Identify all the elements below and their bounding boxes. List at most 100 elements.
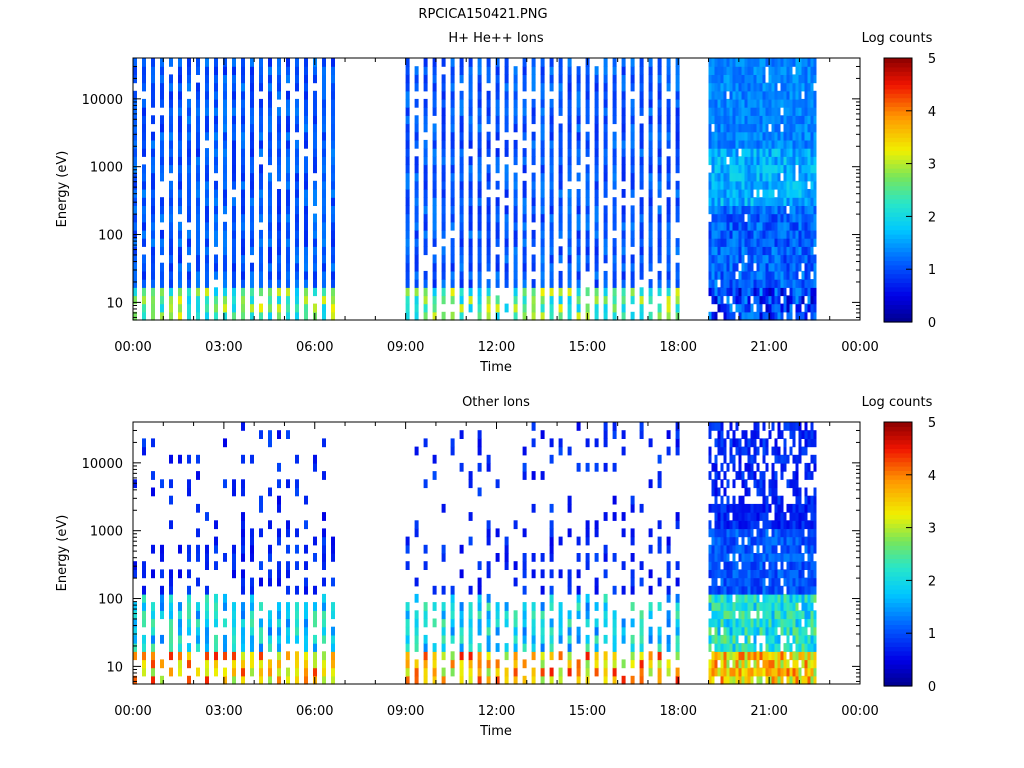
spectrogram-cell (423, 66, 428, 75)
spectrogram-cell (780, 544, 784, 554)
spectrogram-cell (495, 74, 500, 84)
spectrogram-cell (720, 593, 724, 603)
spectrogram-cell (133, 148, 137, 157)
spectrogram-cell (744, 618, 748, 628)
spectrogram-cell (765, 626, 769, 636)
spectrogram-cell (169, 139, 173, 149)
spectrogram-cell (732, 164, 736, 174)
spectrogram-cell (331, 139, 335, 149)
x-tick-label: 21:00 (750, 704, 787, 719)
spectrogram-cell (259, 74, 263, 84)
spectrogram-cell (771, 651, 775, 661)
spectrogram-cell (594, 438, 599, 448)
spectrogram-cell (747, 585, 751, 595)
spectrogram-cell (675, 422, 680, 431)
y-axis-label: Energy (eV) (55, 151, 70, 228)
spectrogram-cell (771, 544, 775, 554)
spectrogram-cell (459, 634, 464, 644)
spectrogram-cell (804, 123, 808, 133)
spectrogram-cell (798, 618, 802, 628)
spectrogram-cell (807, 643, 811, 652)
spectrogram-cell (522, 618, 527, 628)
spectrogram-cell (567, 189, 572, 198)
spectrogram-cell (675, 311, 680, 321)
spectrogram-cell (621, 221, 626, 231)
spectrogram-cell (813, 495, 817, 505)
spectrogram-cell (735, 139, 739, 149)
spectrogram-cell (771, 602, 775, 611)
spectrogram-cell (729, 626, 733, 636)
spectrogram-cell (780, 659, 784, 669)
spectrogram-cell (414, 626, 419, 636)
spectrogram-cell (594, 139, 599, 149)
spectrogram-cell (603, 58, 608, 67)
spectrogram-cell (777, 675, 781, 685)
spectrogram-cell (232, 634, 236, 644)
spectrogram-cell (711, 593, 715, 603)
spectrogram-cell (762, 66, 766, 75)
spectrogram-cell (801, 164, 805, 174)
spectrogram-cell (313, 270, 317, 280)
spectrogram-cell (744, 659, 748, 669)
spectrogram-cell (774, 66, 778, 75)
spectrogram-cell (477, 148, 482, 157)
spectrogram-cell (747, 123, 751, 133)
spectrogram-cell (142, 667, 146, 677)
spectrogram-cell (714, 98, 718, 108)
spectrogram-cell (726, 430, 730, 439)
spectrogram-cell (771, 618, 775, 628)
spectrogram-cell (495, 98, 500, 108)
spectrogram-cell (142, 197, 146, 206)
spectrogram-cell (783, 536, 787, 546)
spectrogram-cell (648, 585, 653, 595)
spectrogram-cell (133, 131, 137, 141)
spectrogram-cell (540, 74, 545, 84)
spectrogram-cell (169, 454, 173, 464)
spectrogram-cell (657, 544, 662, 554)
spectrogram-cell (196, 602, 200, 611)
spectrogram-cell (304, 618, 308, 628)
spectrogram-cell (750, 107, 754, 116)
spectrogram-cell (594, 659, 599, 669)
spectrogram-cell (648, 74, 653, 84)
spectrogram-cell (540, 270, 545, 280)
spectrogram-cell (322, 471, 326, 480)
spectrogram-cell (798, 287, 802, 297)
spectrogram-cell (795, 180, 799, 190)
spectrogram-cell (513, 577, 518, 587)
spectrogram-cell (783, 197, 787, 206)
spectrogram-cell (259, 123, 263, 133)
spectrogram-cell (720, 189, 724, 198)
spectrogram-cell (717, 107, 721, 116)
spectrogram-cell (738, 90, 742, 100)
spectrogram-cells (133, 422, 817, 685)
spectrogram-cell (807, 221, 811, 231)
colorbar-swatch (884, 426, 912, 432)
spectrogram-cell (717, 139, 721, 149)
spectrogram-cell (711, 479, 715, 489)
spectrogram-cell (807, 536, 811, 546)
spectrogram-cell (768, 98, 772, 108)
spectrogram-cell (196, 528, 200, 538)
spectrogram-cell (277, 172, 281, 182)
spectrogram-cell (450, 123, 455, 133)
spectrogram-cell (214, 618, 218, 628)
spectrogram-cell (423, 148, 428, 157)
spectrogram-cell (414, 82, 419, 92)
spectrogram-cell (762, 148, 766, 157)
spectrogram-cell (714, 213, 718, 223)
spectrogram-cell (717, 270, 721, 280)
spectrogram-cell (771, 577, 775, 587)
spectrogram-cell (612, 262, 617, 272)
spectrogram-cell (666, 262, 671, 272)
spectrogram-cell (726, 254, 730, 264)
colorbar-tick-label: 5 (928, 416, 936, 431)
spectrogram-cell (807, 205, 811, 215)
spectrogram-cell (603, 659, 608, 669)
spectrogram-cell (250, 197, 254, 206)
spectrogram-cell (807, 279, 811, 288)
spectrogram-cell (720, 520, 724, 530)
spectrogram-cell (423, 156, 428, 166)
spectrogram-cell (798, 495, 802, 505)
spectrogram-cell (783, 254, 787, 264)
